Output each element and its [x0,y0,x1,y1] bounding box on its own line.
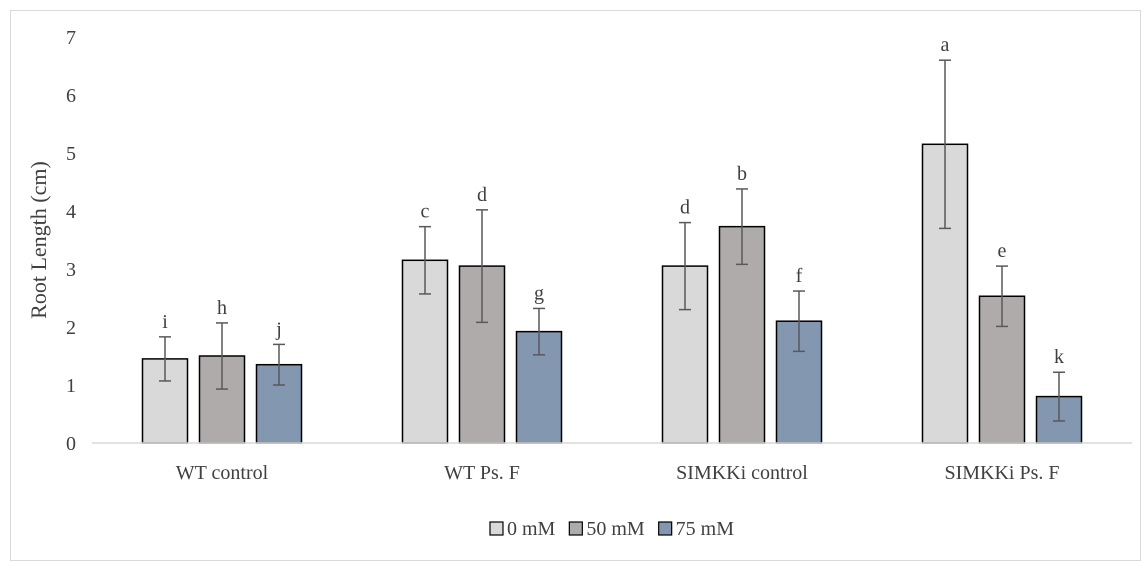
legend-swatch [489,521,504,536]
significance-label: i [162,311,168,333]
bar [255,363,303,444]
significance-label: f [796,265,803,287]
y-axis-title: Root Length (cm) [26,161,51,319]
y-tick-label: 1 [66,375,76,397]
category-label: WT Ps. F [444,462,520,484]
y-tick-label: 2 [66,317,76,339]
y-tick-label: 4 [66,201,76,223]
significance-label: e [998,240,1007,262]
significance-label: h [217,297,227,319]
legend-swatch [568,521,583,536]
error-bars [159,59,1065,422]
significance-label: g [534,282,544,304]
category-label: SIMKKi control [676,462,808,484]
y-axis-ticks: 0 1 2 3 4 5 6 7 [66,27,76,455]
significance-label: a [941,34,950,56]
category-label: WT control [176,462,269,484]
significance-label: k [1054,346,1064,368]
significance-label: j [275,318,282,340]
significance-label: d [680,197,690,219]
y-tick-label: 5 [66,143,76,165]
significance-label: b [737,163,747,185]
bars [141,143,1083,444]
significance-label: d [477,184,487,206]
legend: 0 mM 50 mM 75 mM [489,518,735,540]
y-tick-label: 7 [66,27,76,49]
y-tick-label: 0 [66,433,76,455]
y-tick-label: 6 [66,85,76,107]
significance-label: c [421,201,430,223]
category-label: SIMKKi Ps. F [944,462,1059,484]
legend-label: 75 mM [676,518,735,540]
legend-swatch [658,521,673,536]
legend-label: 50 mM [586,518,645,540]
legend-label: 0 mM [507,518,556,540]
significance-labels: i h j c d g d b f a e k [162,34,1064,368]
y-tick-label: 3 [66,259,76,281]
category-labels: WT control WT Ps. F SIMKKi control SIMKKi P… [176,462,1060,484]
